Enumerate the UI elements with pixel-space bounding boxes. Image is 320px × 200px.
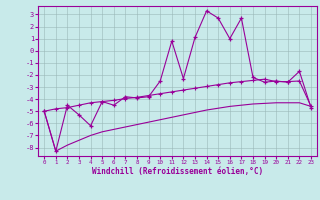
X-axis label: Windchill (Refroidissement éolien,°C): Windchill (Refroidissement éolien,°C) [92,167,263,176]
